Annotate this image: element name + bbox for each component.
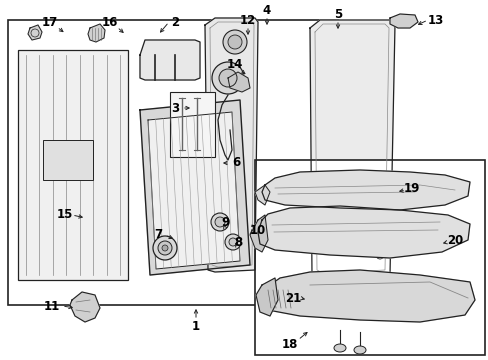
Text: 3: 3 [171,102,179,114]
Polygon shape [140,100,249,275]
Bar [170,92,215,157]
Text: 13: 13 [427,13,443,27]
Ellipse shape [158,241,172,255]
Polygon shape [389,14,417,28]
Text: 16: 16 [102,15,118,28]
Ellipse shape [228,238,237,246]
Ellipse shape [227,35,242,49]
Bar [43,140,93,180]
Ellipse shape [212,62,244,94]
Bar [254,160,484,355]
Polygon shape [140,40,200,80]
Polygon shape [258,206,469,258]
Polygon shape [88,24,105,42]
Polygon shape [249,215,267,252]
Bar [18,50,128,280]
Ellipse shape [162,245,168,251]
Text: 11: 11 [44,300,60,312]
Text: 10: 10 [249,224,265,237]
Ellipse shape [153,236,177,260]
Ellipse shape [224,234,241,250]
Ellipse shape [223,30,246,54]
Ellipse shape [219,69,237,87]
Text: 18: 18 [281,338,298,351]
Ellipse shape [375,251,383,259]
Text: 19: 19 [403,181,419,194]
Polygon shape [148,112,240,269]
Text: 9: 9 [221,216,229,229]
Text: 15: 15 [57,208,73,221]
Text: 8: 8 [233,235,242,248]
Polygon shape [309,20,394,278]
Polygon shape [254,185,269,205]
Ellipse shape [215,217,224,227]
Polygon shape [204,18,258,272]
Ellipse shape [210,213,228,231]
Polygon shape [262,170,469,210]
Text: 4: 4 [263,4,270,17]
Polygon shape [262,270,474,322]
Bar [8,20,337,305]
Text: 14: 14 [226,58,243,72]
Text: 1: 1 [192,320,200,333]
Polygon shape [70,292,100,322]
Ellipse shape [333,344,346,352]
Polygon shape [28,25,42,40]
Text: 17: 17 [42,15,58,28]
Text: 6: 6 [231,157,240,170]
Text: 12: 12 [240,13,256,27]
Text: 21: 21 [285,292,301,305]
Text: 20: 20 [446,234,462,247]
Ellipse shape [353,346,365,354]
Text: 7: 7 [154,229,162,242]
Polygon shape [256,278,278,316]
Text: 5: 5 [333,8,342,21]
Polygon shape [227,72,249,92]
Text: 2: 2 [171,15,179,28]
